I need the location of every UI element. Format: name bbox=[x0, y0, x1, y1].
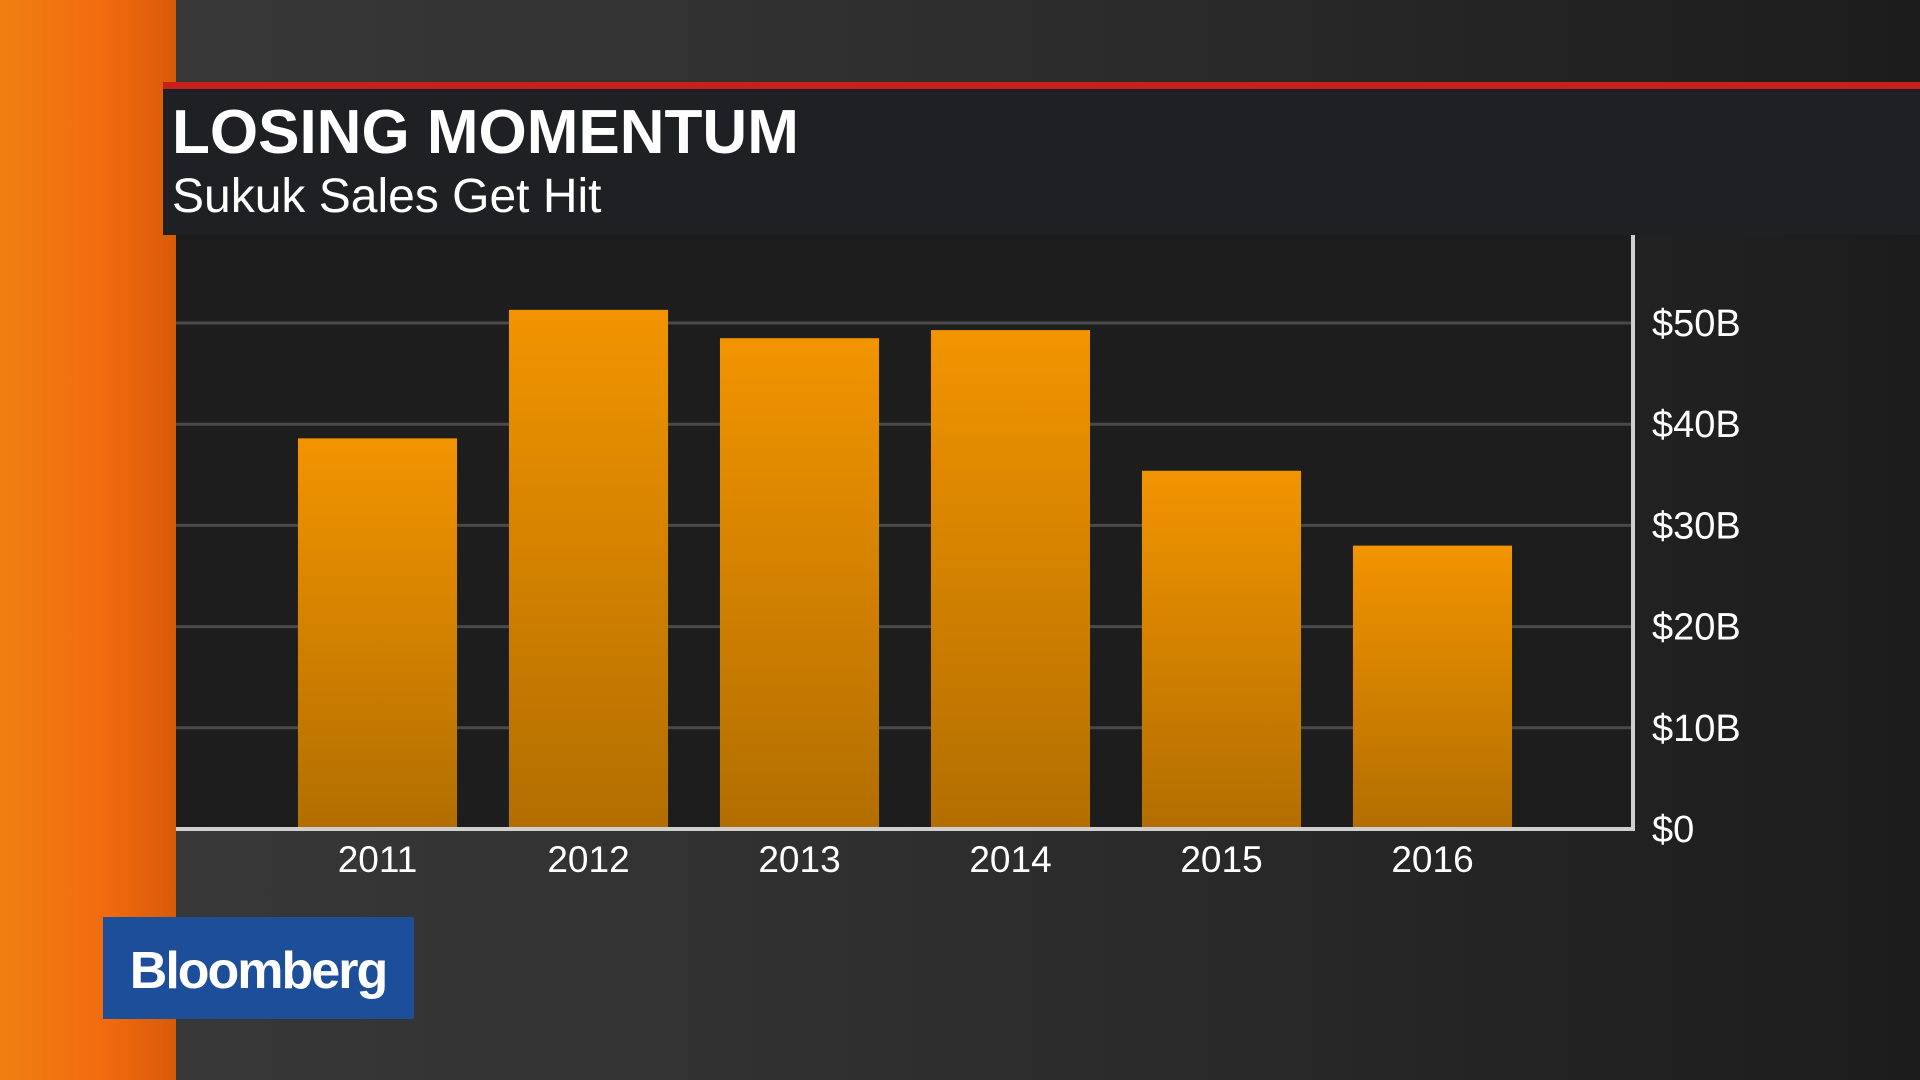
y-tick-label: $30B bbox=[1652, 505, 1741, 547]
x-tick-label: 2013 bbox=[758, 839, 840, 880]
title-panel bbox=[163, 89, 1920, 235]
bar bbox=[1141, 470, 1302, 829]
y-tick-label: $10B bbox=[1652, 708, 1741, 750]
y-tick-label: $20B bbox=[1652, 607, 1741, 649]
bar bbox=[297, 438, 458, 829]
y-tick-label: $0 bbox=[1652, 809, 1694, 851]
y-tick-label: $40B bbox=[1652, 404, 1741, 446]
bar bbox=[719, 338, 880, 829]
x-tick-label: 2011 bbox=[338, 839, 418, 880]
x-tick-label: 2014 bbox=[969, 839, 1051, 880]
x-tick-label: 2015 bbox=[1180, 839, 1262, 880]
x-tick-label: 2016 bbox=[1391, 839, 1473, 880]
plot: $0 $10B $20B $30B $40B $50B 2011 2012 2013 2014 20… bbox=[176, 235, 1741, 880]
y-tick-label: $50B bbox=[1652, 303, 1741, 345]
orange-strip bbox=[0, 0, 176, 1080]
logo-box bbox=[103, 917, 414, 1019]
x-tick-label: 2012 bbox=[547, 839, 629, 880]
chart-title: LOSING MOMENTUM bbox=[172, 98, 799, 167]
bar bbox=[508, 309, 669, 829]
bar bbox=[1352, 545, 1513, 829]
chart-subtitle: Sukuk Sales Get Hit bbox=[172, 170, 602, 223]
red-rule bbox=[163, 82, 1920, 89]
logo: Bloomberg bbox=[130, 942, 386, 1000]
bar bbox=[930, 330, 1091, 829]
